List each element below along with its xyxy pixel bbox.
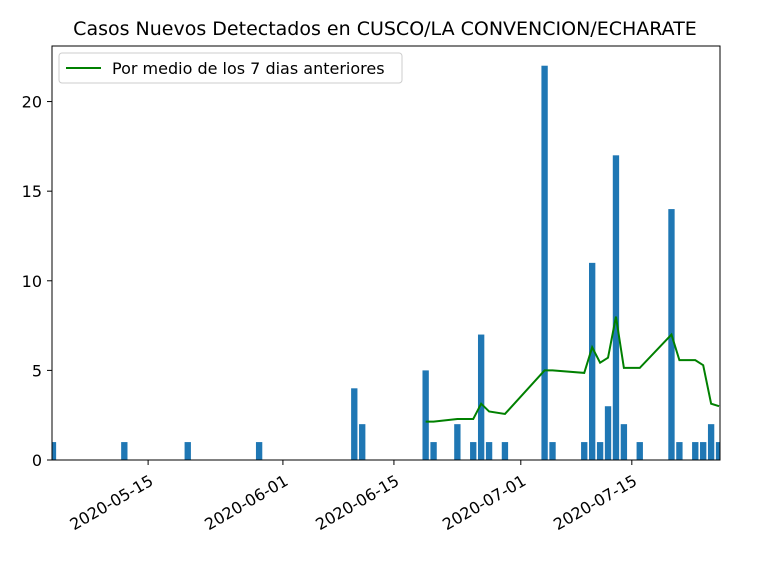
x-tick-label: 2020-05-15: [66, 471, 156, 534]
bar-2020-07-12: [604, 406, 612, 460]
bar-2020-07-05: [549, 442, 556, 460]
bar-2020-05-29: [255, 442, 263, 460]
x-tick-label: 2020-07-01: [439, 471, 529, 534]
y-tick-label: 5: [32, 361, 42, 380]
bar-2020-06-10: [351, 388, 358, 460]
bar-2020-07-26: [715, 442, 720, 460]
x-tick-label: 2020-06-15: [312, 471, 402, 534]
y-tick-label: 20: [22, 93, 42, 112]
bar-2020-07-16: [636, 442, 643, 460]
bar-2020-07-10: [589, 262, 596, 460]
bar-2020-07-25: [707, 424, 715, 460]
x-tick-label: 2020-06-01: [201, 471, 291, 534]
bar-2020-07-24: [700, 442, 707, 460]
bar-2020-07-13: [612, 155, 620, 460]
bar-2020-05-20: [184, 442, 191, 460]
plot-frame: [51, 45, 721, 461]
legend: Por medio de los 7 dias anteriores: [58, 52, 403, 84]
bar-2020-06-25: [470, 442, 477, 460]
bar-2020-06-23: [454, 424, 461, 460]
bar-2020-06-11: [359, 424, 366, 460]
bar-2020-07-21: [676, 442, 683, 460]
bar-2020-07-14: [620, 424, 628, 460]
bar-2020-06-20: [430, 442, 437, 460]
x-axis: 2020-05-15 2020-06-01 2020-06-15 2020-07-01…: [66, 460, 640, 534]
bar-2020-07-09: [581, 442, 588, 460]
y-axis: 0 5 10 15 20: [22, 93, 52, 470]
chart-title: Casos Nuevos Detectados en CUSCO/LA CONV…: [73, 18, 697, 40]
bar-2020-07-04: [541, 65, 548, 461]
bar-2020-05-03: [52, 442, 57, 460]
bar-2020-05-12: [121, 442, 128, 460]
line-series-layer: [425, 316, 720, 423]
moving-average-line: [425, 316, 720, 423]
legend-label: Por medio de los 7 dias anteriores: [112, 59, 385, 78]
bar-2020-07-23: [692, 442, 699, 460]
bar-series: [52, 65, 720, 461]
bar-2020-06-27: [485, 442, 493, 460]
x-tick-label: 2020-07-15: [550, 471, 640, 534]
bar-2020-07-11: [596, 442, 604, 460]
y-tick-label: 0: [32, 451, 42, 470]
legend-box: [58, 52, 403, 84]
y-tick-label: 15: [22, 182, 42, 201]
bar-2020-06-19: [422, 370, 429, 460]
bar-2020-06-29: [501, 442, 509, 460]
y-tick-label: 10: [22, 272, 42, 291]
bar-2020-06-26: [477, 334, 485, 460]
